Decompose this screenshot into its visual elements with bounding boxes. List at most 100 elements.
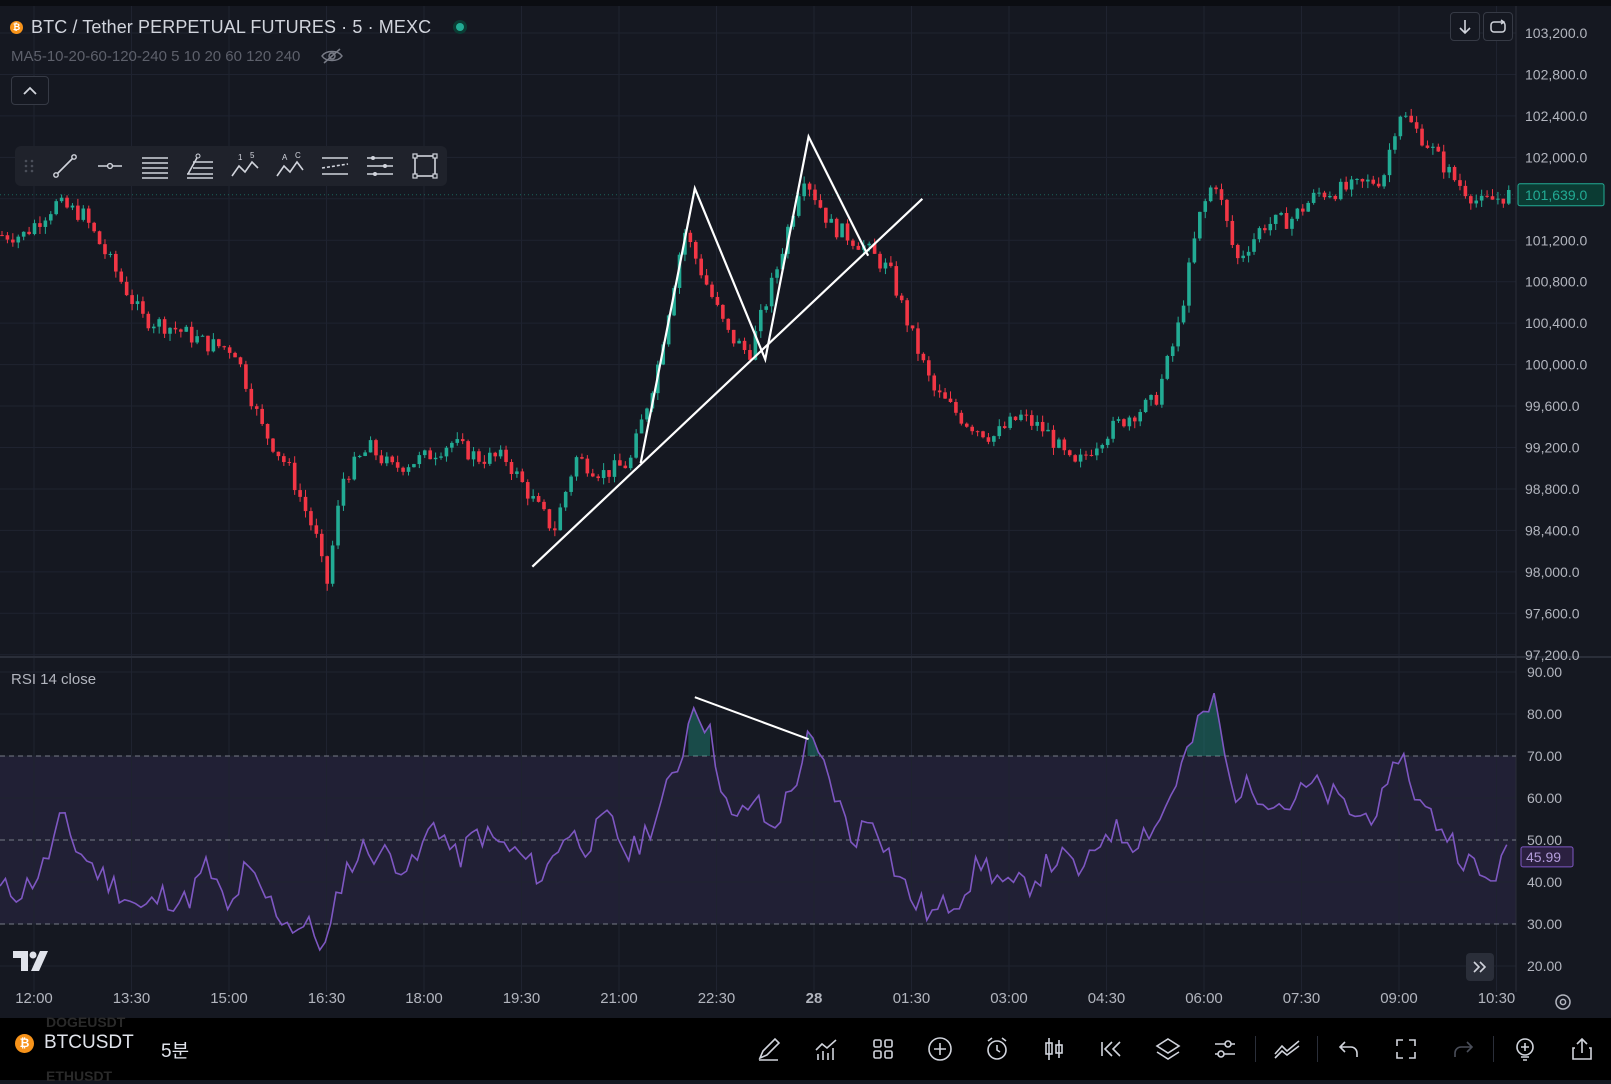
drag-handle-icon[interactable] bbox=[15, 146, 43, 186]
candle-body bbox=[184, 326, 189, 332]
tradingview-logo[interactable] bbox=[13, 951, 49, 976]
time-axis-label: 07:30 bbox=[1283, 990, 1321, 1007]
candle-body bbox=[1469, 196, 1473, 204]
candle-body bbox=[0, 235, 4, 237]
rsi-legend[interactable]: RSI 14 close bbox=[11, 671, 97, 688]
candle-body bbox=[601, 470, 606, 479]
alert-icon bbox=[986, 1037, 1007, 1060]
candle-body bbox=[780, 253, 785, 270]
candle-body bbox=[130, 295, 134, 305]
svg-text:5: 5 bbox=[250, 152, 255, 160]
candle-body bbox=[986, 437, 991, 442]
indicators-button[interactable] bbox=[797, 1018, 854, 1080]
time-axis-label: 19:30 bbox=[503, 990, 541, 1007]
add-indicator-button[interactable] bbox=[1496, 1018, 1553, 1080]
fib-retracement-tool[interactable] bbox=[178, 146, 223, 186]
long-position-tool[interactable] bbox=[357, 146, 402, 186]
candle-body bbox=[553, 528, 557, 531]
chart-settings-button[interactable] bbox=[1553, 992, 1573, 1017]
candle-style-button[interactable] bbox=[1025, 1018, 1082, 1080]
candle-body bbox=[1132, 417, 1137, 422]
toolbar-divider bbox=[1317, 1036, 1318, 1062]
redo-button[interactable] bbox=[1434, 1018, 1491, 1080]
settings-sliders-button[interactable] bbox=[1196, 1018, 1253, 1080]
regression-trend-tool[interactable] bbox=[312, 146, 357, 186]
trend-tools-button[interactable] bbox=[1258, 1018, 1315, 1080]
add-indicator-icon bbox=[1515, 1038, 1534, 1061]
candle-body bbox=[905, 300, 909, 326]
current-price-label: 101,639.0 bbox=[1525, 187, 1587, 203]
share-button[interactable] bbox=[1553, 1018, 1610, 1080]
candle-body bbox=[428, 450, 432, 460]
parallel-channel-tool[interactable] bbox=[133, 146, 178, 186]
eye-hidden-icon[interactable] bbox=[320, 47, 344, 65]
candle-body bbox=[764, 306, 769, 310]
rectangle-tool[interactable] bbox=[402, 146, 447, 186]
candle-body bbox=[645, 408, 649, 420]
brush-button[interactable] bbox=[740, 1018, 797, 1080]
candle-body bbox=[276, 451, 281, 457]
candle-body bbox=[233, 352, 237, 358]
horizontal-ray-tool[interactable] bbox=[88, 146, 133, 186]
candle-body bbox=[829, 218, 834, 223]
candle-body bbox=[108, 253, 113, 255]
candle-body bbox=[363, 452, 367, 456]
candle-body bbox=[179, 329, 183, 332]
candle-body bbox=[916, 328, 920, 354]
candle-body bbox=[1198, 211, 1202, 239]
rsi-overbought-fill bbox=[807, 731, 819, 756]
sync-button[interactable] bbox=[1483, 12, 1513, 41]
candle-body bbox=[211, 339, 216, 352]
add-button[interactable] bbox=[911, 1018, 968, 1080]
bitcoin-icon: ₿ bbox=[10, 20, 23, 34]
candle-body bbox=[157, 319, 161, 327]
candle-body bbox=[721, 304, 725, 319]
candle-body bbox=[515, 471, 519, 475]
candle-body bbox=[1398, 116, 1403, 137]
time-axis-label: 13:30 bbox=[113, 990, 151, 1007]
candle-body bbox=[1187, 262, 1191, 306]
trend-line-tool[interactable] bbox=[43, 146, 88, 186]
candle-body bbox=[1273, 214, 1278, 224]
layers-button[interactable] bbox=[1139, 1018, 1196, 1080]
symbol-title[interactable]: BTC / Tether PERPETUAL FUTURES · 5 · MEX… bbox=[31, 16, 432, 37]
scroll-down-button[interactable] bbox=[1450, 12, 1480, 41]
collapse-legend-button[interactable] bbox=[11, 76, 49, 105]
fullscreen-button[interactable] bbox=[1377, 1018, 1434, 1080]
candle-body bbox=[954, 402, 958, 413]
candle-body bbox=[921, 353, 926, 361]
candle-body bbox=[1176, 322, 1180, 347]
candle-body bbox=[395, 462, 400, 468]
symbol-selector[interactable]: ₿ BTCUSDT bbox=[15, 1032, 134, 1054]
price-scale-label: 100,000.0 bbox=[1525, 357, 1587, 373]
long-position-icon bbox=[366, 156, 393, 176]
candle-body bbox=[1257, 228, 1262, 240]
candle-body bbox=[1436, 146, 1441, 152]
candle-body bbox=[883, 262, 888, 269]
layout-button[interactable] bbox=[854, 1018, 911, 1080]
ma-legend[interactable]: MA5-10-20-60-120-240 5 10 20 60 120 240 bbox=[11, 47, 344, 65]
candle-body bbox=[1268, 223, 1273, 231]
brush-icon bbox=[757, 1037, 780, 1061]
trend-tools-icon bbox=[1273, 1040, 1300, 1059]
candle-body bbox=[607, 470, 611, 477]
candle-body bbox=[759, 309, 763, 332]
scroll-to-realtime-button[interactable] bbox=[1466, 953, 1494, 981]
candle-body bbox=[330, 545, 335, 584]
candle-body bbox=[86, 208, 91, 223]
candle-body bbox=[1143, 399, 1148, 413]
alert-button[interactable] bbox=[968, 1018, 1025, 1080]
candle-body bbox=[1105, 438, 1110, 445]
interval-selector[interactable]: 5분 bbox=[161, 1041, 190, 1062]
candle-body bbox=[1203, 201, 1208, 212]
undo-button[interactable] bbox=[1320, 1018, 1377, 1080]
replay-button[interactable] bbox=[1082, 1018, 1139, 1080]
symbol-header[interactable]: ₿ BTC / Tether PERPETUAL FUTURES · 5 · M… bbox=[10, 12, 468, 42]
candle-body bbox=[796, 196, 801, 216]
